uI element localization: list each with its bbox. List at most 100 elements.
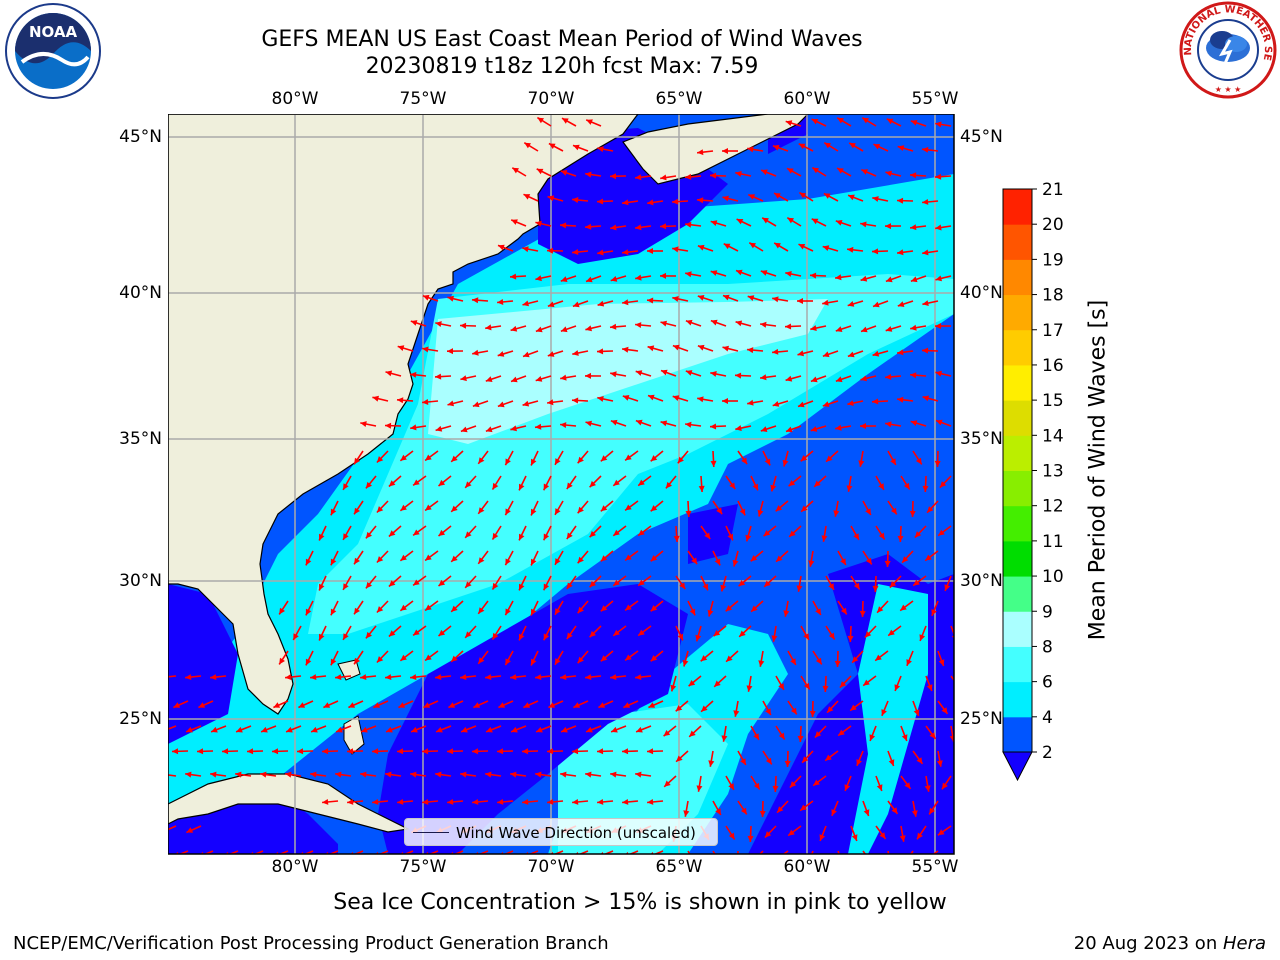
wave-direction-arrow (750, 775, 761, 790)
wave-direction-arrow (937, 825, 952, 836)
wave-direction-arrow (566, 625, 577, 640)
colorbar-tick-label: 2 (1042, 743, 1053, 763)
wave-direction-arrow (477, 550, 489, 565)
wave-direction-arrow (504, 500, 514, 516)
svg-text:★ ★ ★: ★ ★ ★ (1215, 85, 1242, 94)
wave-direction-arrow (725, 525, 734, 541)
wave-direction-arrow (422, 294, 439, 302)
wave-direction-arrow (875, 525, 886, 540)
colorbar-segment (1003, 294, 1032, 331)
wave-direction-arrow (685, 370, 702, 377)
wave-direction-arrow (424, 450, 439, 462)
wave-direction-arrow (600, 450, 614, 462)
wave-direction-arrow (609, 173, 627, 180)
wave-direction-arrow (322, 799, 339, 805)
wave-direction-arrow (650, 450, 664, 462)
wave-direction-arrow (937, 650, 945, 667)
wave-direction-arrow (610, 275, 627, 282)
wave-direction-arrow (747, 825, 754, 843)
wave-direction-arrow (822, 350, 839, 358)
wave-direction-arrow (871, 398, 889, 405)
wave-direction-arrow (384, 422, 402, 429)
wave-direction-arrow (397, 345, 414, 352)
wave-direction-arrow (399, 600, 414, 612)
wave-direction-arrow (762, 750, 773, 765)
wave-direction-arrow (785, 425, 802, 433)
chart-title: GEFS MEAN US East Coast Mean Period of W… (261, 27, 863, 52)
wave-direction-arrow (922, 300, 939, 306)
wave-direction-arrow (861, 117, 877, 127)
wave-direction-arrow (647, 248, 663, 254)
lon-tick-label-bottom: 75°W (399, 857, 447, 877)
wave-direction-arrow (477, 600, 489, 615)
wave-direction-arrow (775, 500, 789, 512)
wave-direction-arrow (521, 748, 539, 755)
wave-direction-arrow (509, 273, 527, 280)
wave-direction-arrow (600, 550, 614, 562)
wave-direction-arrow (523, 142, 539, 152)
wave-direction-arrow (373, 700, 389, 709)
wave-direction-arrow (685, 173, 702, 180)
wave-direction-arrow (912, 750, 924, 765)
wave-direction-arrow (763, 575, 777, 588)
noaa-logo-text: NOAA (29, 23, 78, 41)
wave-direction-arrow (822, 245, 839, 252)
wave-direction-arrow (571, 397, 589, 404)
lon-tick-label-bottom: 70°W (527, 857, 575, 877)
wave-direction-arrow (536, 168, 552, 177)
wave-direction-arrow (196, 748, 214, 755)
wave-direction-arrow (510, 725, 527, 733)
wave-direction-arrow (788, 475, 802, 487)
wave-direction-arrow (646, 297, 664, 304)
wave-direction-arrow (762, 450, 771, 466)
wave-direction-arrow (548, 142, 564, 152)
wave-direction-arrow (869, 725, 877, 742)
wave-direction-arrow (491, 475, 502, 491)
wave-direction-arrow (847, 625, 854, 643)
wave-direction-arrow (710, 450, 717, 468)
wave-direction-arrow (660, 174, 677, 181)
wave-direction-arrow (530, 650, 539, 666)
colorbar-tick-label: 11 (1042, 532, 1064, 552)
wave-direction-arrow (922, 475, 929, 493)
wave-direction-arrow (523, 193, 539, 202)
wave-direction-arrow (472, 349, 489, 356)
wave-direction-arrow (448, 700, 464, 709)
wave-direction-arrow (235, 771, 252, 778)
wave-direction-arrow (771, 625, 778, 642)
wave-direction-arrow (522, 350, 539, 358)
wave-direction-arrow (554, 600, 564, 616)
wave-direction-arrow (796, 575, 803, 592)
wave-direction-arrow (477, 650, 489, 665)
wave-direction-arrow (784, 323, 802, 330)
wave-direction-arrow (737, 800, 748, 815)
wave-direction-arrow (323, 700, 339, 709)
wave-direction-arrow (735, 269, 752, 277)
wave-direction-arrow (185, 674, 202, 680)
wave-direction-arrow (722, 195, 739, 202)
wave-direction-arrow (675, 700, 689, 712)
wave-direction-arrow (460, 725, 477, 733)
wave-direction-arrow (745, 525, 752, 542)
wave-direction-arrow (685, 319, 702, 327)
wave-direction-arrow (836, 117, 852, 127)
wave-direction-arrow (647, 394, 664, 402)
wave-direction-arrow (353, 600, 364, 615)
wave-direction-arrow (786, 167, 802, 177)
wave-direction-arrow (747, 295, 764, 302)
wave-direction-arrow (909, 172, 927, 179)
wave-direction-arrow (931, 600, 939, 617)
wave-direction-arrow (577, 650, 589, 664)
wave-direction-arrow (573, 700, 589, 709)
wave-direction-arrow (936, 750, 943, 767)
wave-direction-arrow (665, 475, 677, 489)
wave-direction-arrow (585, 275, 602, 283)
wave-direction-arrow (685, 221, 702, 228)
wave-direction-arrow (873, 143, 889, 152)
wave-direction-arrow (560, 275, 577, 282)
wave-direction-arrow (424, 650, 439, 662)
wave-direction-arrow (650, 650, 664, 662)
wave-direction-arrow (916, 825, 927, 840)
wave-direction-arrow (847, 194, 864, 202)
wave-direction-arrow (735, 171, 752, 177)
